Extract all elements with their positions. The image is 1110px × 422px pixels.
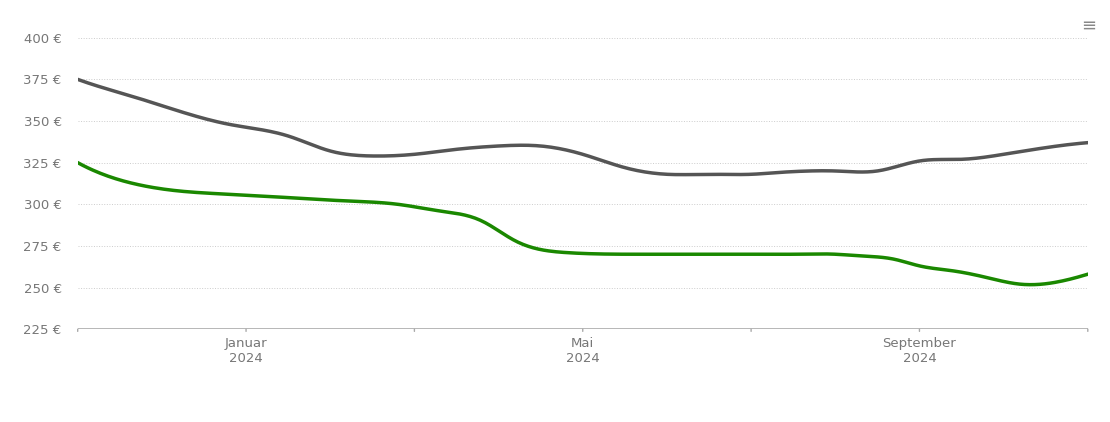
Text: ≡: ≡ xyxy=(1081,17,1097,35)
